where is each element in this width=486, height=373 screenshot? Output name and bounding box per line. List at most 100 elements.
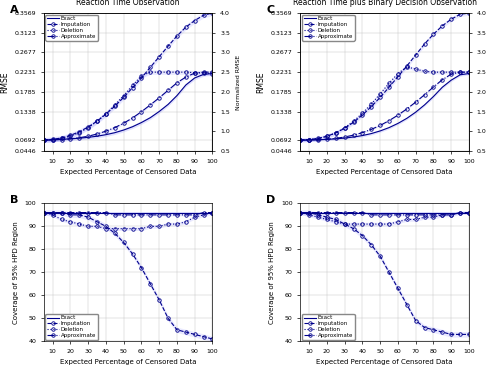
Imputation: [448, 17, 454, 21]
Imputation: [103, 112, 109, 116]
Approximate: [139, 109, 144, 114]
Line: Deletion: Deletion: [298, 65, 471, 142]
Deletion: [76, 131, 82, 135]
Exact: [192, 76, 198, 80]
Text: C: C: [266, 5, 275, 15]
Exact: [201, 210, 207, 215]
Deletion: [192, 215, 198, 219]
Exact: [350, 210, 356, 215]
Approximate: [413, 213, 418, 217]
Imputation: [147, 65, 153, 70]
Deletion: [360, 222, 365, 226]
Approximate: [457, 70, 463, 74]
Legend: Exact, Imputation, Deletion, Approximate: Exact, Imputation, Deletion, Approximate: [302, 314, 354, 340]
Deletion: [431, 215, 436, 219]
Imputation: [306, 137, 312, 142]
Exact: [76, 136, 82, 141]
Exact: [59, 210, 65, 215]
Line: Approximate: Approximate: [298, 70, 471, 142]
Approximate: [174, 213, 180, 217]
Deletion: [342, 126, 347, 130]
Imputation: [59, 136, 65, 140]
Imputation: [121, 95, 126, 100]
Imputation: [377, 95, 383, 100]
Imputation: [439, 330, 445, 334]
Approximate: [209, 210, 215, 215]
Approximate: [297, 210, 303, 215]
Exact: [103, 210, 109, 215]
Approximate: [422, 93, 428, 97]
Approximate: [448, 72, 454, 76]
Approximate: [94, 210, 100, 215]
Deletion: [165, 70, 171, 74]
Exact: [395, 210, 401, 215]
Approximate: [413, 100, 418, 104]
Line: Deletion: Deletion: [42, 70, 214, 142]
Imputation: [156, 54, 162, 59]
Exact: [324, 137, 330, 142]
Imputation: [431, 327, 436, 332]
Approximate: [130, 116, 136, 120]
Imputation: [139, 76, 144, 80]
Approximate: [209, 70, 215, 74]
Exact: [201, 72, 207, 76]
Imputation: [68, 213, 73, 217]
Imputation: [297, 138, 303, 142]
Line: Imputation: Imputation: [298, 11, 471, 142]
Y-axis label: Normalized RMSE: Normalized RMSE: [236, 54, 241, 110]
Exact: [377, 210, 383, 215]
Exact: [457, 210, 463, 215]
Imputation: [85, 215, 91, 219]
Imputation: [360, 233, 365, 238]
Approximate: [76, 135, 82, 140]
Deletion: [404, 65, 410, 69]
Approximate: [377, 123, 383, 128]
Approximate: [59, 137, 65, 142]
Approximate: [333, 136, 339, 141]
Deletion: [112, 103, 118, 107]
Approximate: [174, 81, 180, 85]
Deletion: [68, 220, 73, 224]
Imputation: [147, 282, 153, 286]
Deletion: [324, 134, 330, 139]
Exact: [76, 210, 82, 215]
Approximate: [466, 210, 472, 215]
Approximate: [156, 213, 162, 217]
Line: Approximate: Approximate: [42, 211, 214, 217]
Deletion: [139, 226, 144, 231]
Imputation: [342, 222, 347, 226]
Title: Reaction Time plus Binary Decision Observation: Reaction Time plus Binary Decision Obser…: [293, 0, 477, 7]
Deletion: [68, 134, 73, 138]
Exact: [68, 210, 73, 215]
Line: Imputation: Imputation: [298, 211, 471, 336]
Approximate: [395, 213, 401, 217]
Deletion: [50, 138, 55, 142]
Deletion: [404, 217, 410, 222]
Exact: [183, 83, 189, 87]
Approximate: [386, 118, 392, 123]
Approximate: [342, 210, 347, 215]
Approximate: [306, 210, 312, 215]
Imputation: [94, 220, 100, 224]
Exact: [103, 132, 109, 137]
Deletion: [377, 222, 383, 226]
Imputation: [165, 44, 171, 48]
Approximate: [165, 213, 171, 217]
Text: B: B: [10, 195, 18, 205]
Deletion: [439, 70, 445, 74]
Imputation: [192, 18, 198, 23]
Exact: [333, 137, 339, 141]
Approximate: [466, 70, 472, 74]
Approximate: [147, 213, 153, 217]
Legend: Exact, Imputation, Deletion, Approximate: Exact, Imputation, Deletion, Approximate: [45, 15, 98, 41]
Deletion: [306, 213, 312, 217]
X-axis label: Expected Percentage of Censored Data: Expected Percentage of Censored Data: [60, 169, 196, 175]
Deletion: [201, 71, 207, 75]
Approximate: [147, 103, 153, 107]
Imputation: [466, 11, 472, 15]
Exact: [147, 210, 153, 215]
Deletion: [448, 70, 454, 74]
Imputation: [315, 213, 321, 217]
Exact: [156, 210, 162, 215]
Exact: [156, 109, 162, 114]
